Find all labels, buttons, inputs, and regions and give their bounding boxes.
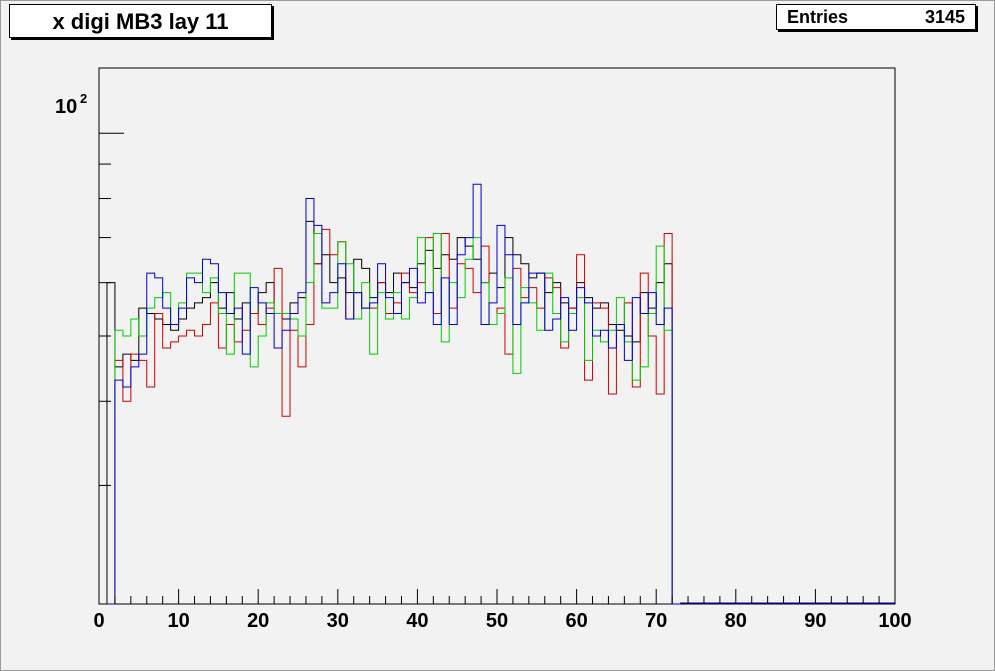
y-tick-base: 10	[55, 96, 77, 118]
chart-title: x digi MB3 lay 11	[52, 9, 229, 34]
x-tick-label: 10	[167, 610, 189, 632]
x-tick-label: 30	[327, 610, 349, 632]
x-tick-label: 40	[406, 610, 428, 632]
stats-entries-label: Entries	[787, 7, 849, 27]
x-tick-label: 90	[804, 610, 826, 632]
x-tick-label: 50	[486, 610, 508, 632]
y-tick-exponent: 2	[80, 91, 87, 106]
x-tick-label: 0	[93, 610, 104, 632]
x-tick-label: 70	[645, 610, 667, 632]
x-tick-label: 80	[725, 610, 747, 632]
x-tick-label: 100	[878, 610, 911, 632]
title-box: x digi MB3 lay 11	[9, 4, 272, 38]
x-tick-label: 20	[247, 610, 269, 632]
axes-layer: 0 10 20 30 40 50 60 70 80 90 100	[93, 132, 912, 632]
plot-frame	[98, 67, 896, 605]
stats-box: Entries 3145	[776, 4, 976, 30]
series-line-4	[106, 183, 681, 605]
stats-entries-value: 3145	[924, 7, 965, 27]
y-tick-label-100: 10 2	[55, 91, 87, 118]
series-layer	[106, 183, 895, 605]
x-tick-label: 60	[565, 610, 587, 632]
